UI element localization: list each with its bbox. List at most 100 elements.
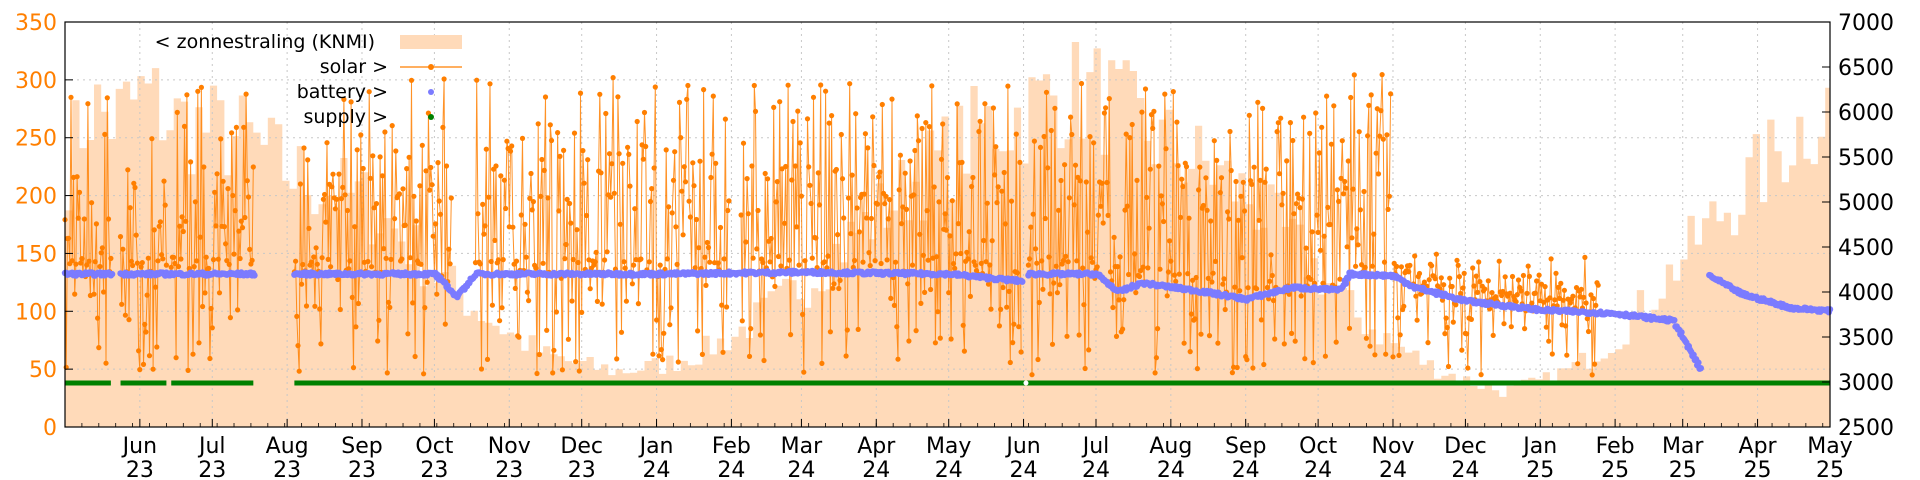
solar-point (229, 130, 235, 136)
solar-point (190, 351, 196, 357)
solar-point (1011, 321, 1017, 327)
solar-point (762, 170, 768, 177)
solar-point (998, 306, 1004, 312)
solar-point (218, 136, 224, 142)
solar-point (1262, 179, 1268, 185)
solar-point (1040, 286, 1046, 292)
solar-point (130, 262, 136, 269)
solar-point (1555, 284, 1561, 290)
solar-point (303, 303, 310, 309)
solar-point (1072, 162, 1079, 168)
solar-point (1228, 167, 1234, 174)
battery-point (1697, 365, 1705, 372)
x-tick-month: Mar (1662, 434, 1704, 459)
battery-point (251, 272, 258, 279)
solar-point (480, 201, 486, 207)
solar-point (419, 142, 425, 148)
solar-point (954, 101, 960, 107)
solar-point (1570, 293, 1576, 299)
solar-point (1449, 283, 1455, 290)
solar-point (1087, 134, 1093, 140)
solar-point (367, 175, 373, 181)
solar-point (344, 207, 351, 214)
solar-point (1319, 124, 1325, 130)
solar-point (1375, 171, 1382, 177)
solar-point (990, 105, 997, 111)
solar-point (1027, 256, 1033, 262)
solar-point (540, 260, 546, 266)
solar-point (1155, 326, 1161, 332)
solar-point (1441, 282, 1447, 288)
solar-point (836, 285, 842, 292)
solar-point (1378, 108, 1384, 114)
solar-point (1561, 287, 1567, 293)
solar-point (709, 151, 715, 157)
solar-point (247, 246, 253, 252)
solar-point (1257, 177, 1263, 183)
solar-point (159, 252, 165, 258)
solar-point (1383, 351, 1389, 357)
solar-point (337, 306, 343, 313)
solar-point (1115, 264, 1121, 270)
solar-point (1144, 194, 1150, 200)
solar-point (641, 109, 648, 116)
solar-point (243, 91, 249, 97)
solar-point (1164, 293, 1170, 299)
solar-point (906, 338, 912, 344)
solar-point (977, 118, 983, 124)
solar-point (1310, 360, 1316, 366)
solar-point (379, 173, 386, 179)
solar-point (808, 200, 814, 207)
solar-point (1563, 323, 1569, 329)
solar-point (427, 187, 433, 193)
solar-point (1269, 272, 1275, 279)
solar-point (185, 367, 191, 373)
solar-point (1385, 206, 1391, 212)
solar-point (1150, 125, 1156, 131)
battery-point (1671, 317, 1678, 324)
solar-point (1057, 282, 1063, 288)
radiation-area (65, 42, 1830, 427)
battery-point (1342, 280, 1350, 287)
solar-point (191, 264, 197, 270)
solar-point (1179, 176, 1185, 182)
solar-point (1250, 365, 1256, 371)
solar-point (1585, 328, 1592, 335)
solar-point (826, 120, 832, 126)
solar-point (84, 262, 90, 268)
solar-point (497, 318, 503, 324)
solar-point (1316, 150, 1322, 156)
solar-point (767, 259, 773, 265)
solar-point (1188, 311, 1194, 317)
solar-point (1190, 277, 1196, 283)
solar-point (346, 266, 352, 272)
solar-point (623, 298, 630, 304)
solar-point (574, 227, 580, 233)
solar-point (510, 224, 516, 230)
solar-point (752, 108, 759, 114)
solar-point (1098, 203, 1104, 209)
solar-point (1212, 258, 1219, 264)
solar-point (761, 357, 767, 364)
solar-point (1086, 347, 1092, 353)
solar-point (1355, 242, 1361, 248)
solar-point (760, 259, 766, 266)
solar-point (1153, 355, 1159, 361)
solar-point (150, 366, 156, 372)
solar-point (1565, 296, 1571, 302)
solar-point (206, 265, 212, 271)
x-tick-year: 24 (643, 458, 671, 480)
solar-point (1204, 207, 1210, 213)
solar-point (928, 286, 934, 293)
solar-point (611, 190, 617, 196)
solar-point (1280, 190, 1286, 196)
solar-point (392, 216, 398, 222)
solar-point (1234, 364, 1240, 371)
solar-point (861, 191, 867, 197)
solar-point (104, 95, 110, 101)
solar-point (139, 260, 145, 266)
solar-point (354, 147, 360, 153)
solar-point (236, 228, 242, 234)
solar-point (1301, 114, 1307, 120)
solar-point (862, 131, 869, 137)
